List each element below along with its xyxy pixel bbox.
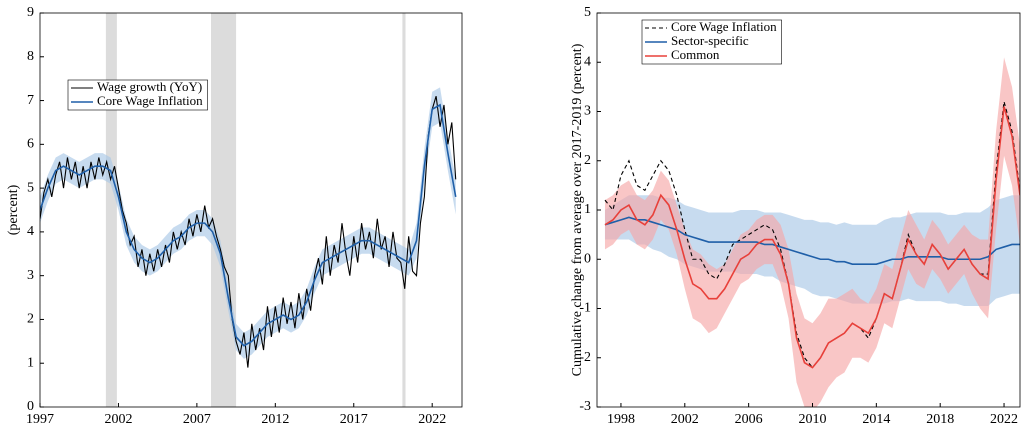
y-tick-label: 3 — [27, 268, 34, 283]
shaded-period — [105, 13, 117, 407]
y-tick-label: 0 — [584, 251, 591, 266]
legend: Wage growth (YoY)Core Wage Inflation — [67, 79, 208, 111]
series-line — [604, 216, 1020, 265]
series-line — [40, 96, 457, 368]
y-tick-label: 4 — [584, 54, 591, 69]
y-tick-label: 2 — [584, 153, 591, 168]
series-line — [40, 103, 457, 347]
x-tick-label: 2010 — [798, 412, 826, 427]
plot-area — [604, 57, 1020, 407]
series-line — [604, 101, 1020, 369]
plot-area — [40, 13, 457, 407]
x-tick-label: 2002 — [671, 412, 699, 427]
legend-box — [67, 79, 208, 111]
x-tick-label: 2007 — [183, 412, 211, 427]
x-tick-label: 2017 — [340, 412, 368, 427]
x-tick-label: 2022 — [418, 412, 446, 427]
x-tick-label: 2018 — [926, 412, 954, 427]
chart-panel: -3 -2 -1 0 1 2 3 4 5 1998 2002 2006 2010 2014 2018 2022… — [570, 5, 1021, 427]
x-tick-label: 1998 — [607, 412, 635, 427]
y-tick-label: 6 — [27, 137, 34, 152]
legend-label: Core Wage Inflation — [97, 93, 203, 108]
y-axis-label: (percent) — [6, 184, 21, 235]
series-line — [604, 106, 1020, 369]
legend-label: Sector-specific — [671, 33, 749, 48]
y-tick-label: 8 — [27, 49, 34, 64]
axes-frame — [39, 12, 463, 408]
shaded-period — [210, 13, 237, 407]
x-tick-label: 2002 — [104, 412, 132, 427]
y-tick-label: 1 — [27, 355, 34, 370]
legend-label: Core Wage Inflation — [671, 19, 777, 34]
shaded-period — [402, 13, 406, 407]
confidence-band — [604, 57, 1020, 407]
y-tick-label: 7 — [27, 93, 34, 108]
y-axis-label: Cumulative change from average over 2017… — [570, 43, 585, 376]
x-tick-label: 2022 — [990, 412, 1018, 427]
x-tick-label: 2014 — [862, 412, 890, 427]
y-tick-label: -3 — [579, 399, 591, 414]
y-tick-label: -2 — [579, 350, 591, 365]
y-tick-label: 9 — [27, 5, 34, 20]
y-tick-label: 5 — [584, 5, 591, 20]
x-tick-label: 2012 — [261, 412, 289, 427]
legend-label: Wage growth (YoY) — [97, 79, 202, 94]
y-tick-label: 1 — [584, 202, 591, 217]
y-tick-label: 3 — [584, 104, 591, 119]
y-tick-label: 2 — [27, 312, 34, 327]
confidence-band — [40, 87, 456, 359]
x-tick-label: 2006 — [735, 412, 763, 427]
y-tick-label: -1 — [579, 301, 591, 316]
x-tick-label: 1997 — [26, 412, 54, 427]
y-tick-label: 4 — [27, 224, 34, 239]
y-tick-label: 5 — [27, 180, 34, 195]
legend-label: Common — [671, 47, 720, 62]
chart-panel: 0 1 2 3 4 5 6 7 8 9 1997 2002 2007 2012 2017 2022 (perce… — [6, 5, 463, 427]
y-tick-label: 0 — [27, 399, 34, 414]
